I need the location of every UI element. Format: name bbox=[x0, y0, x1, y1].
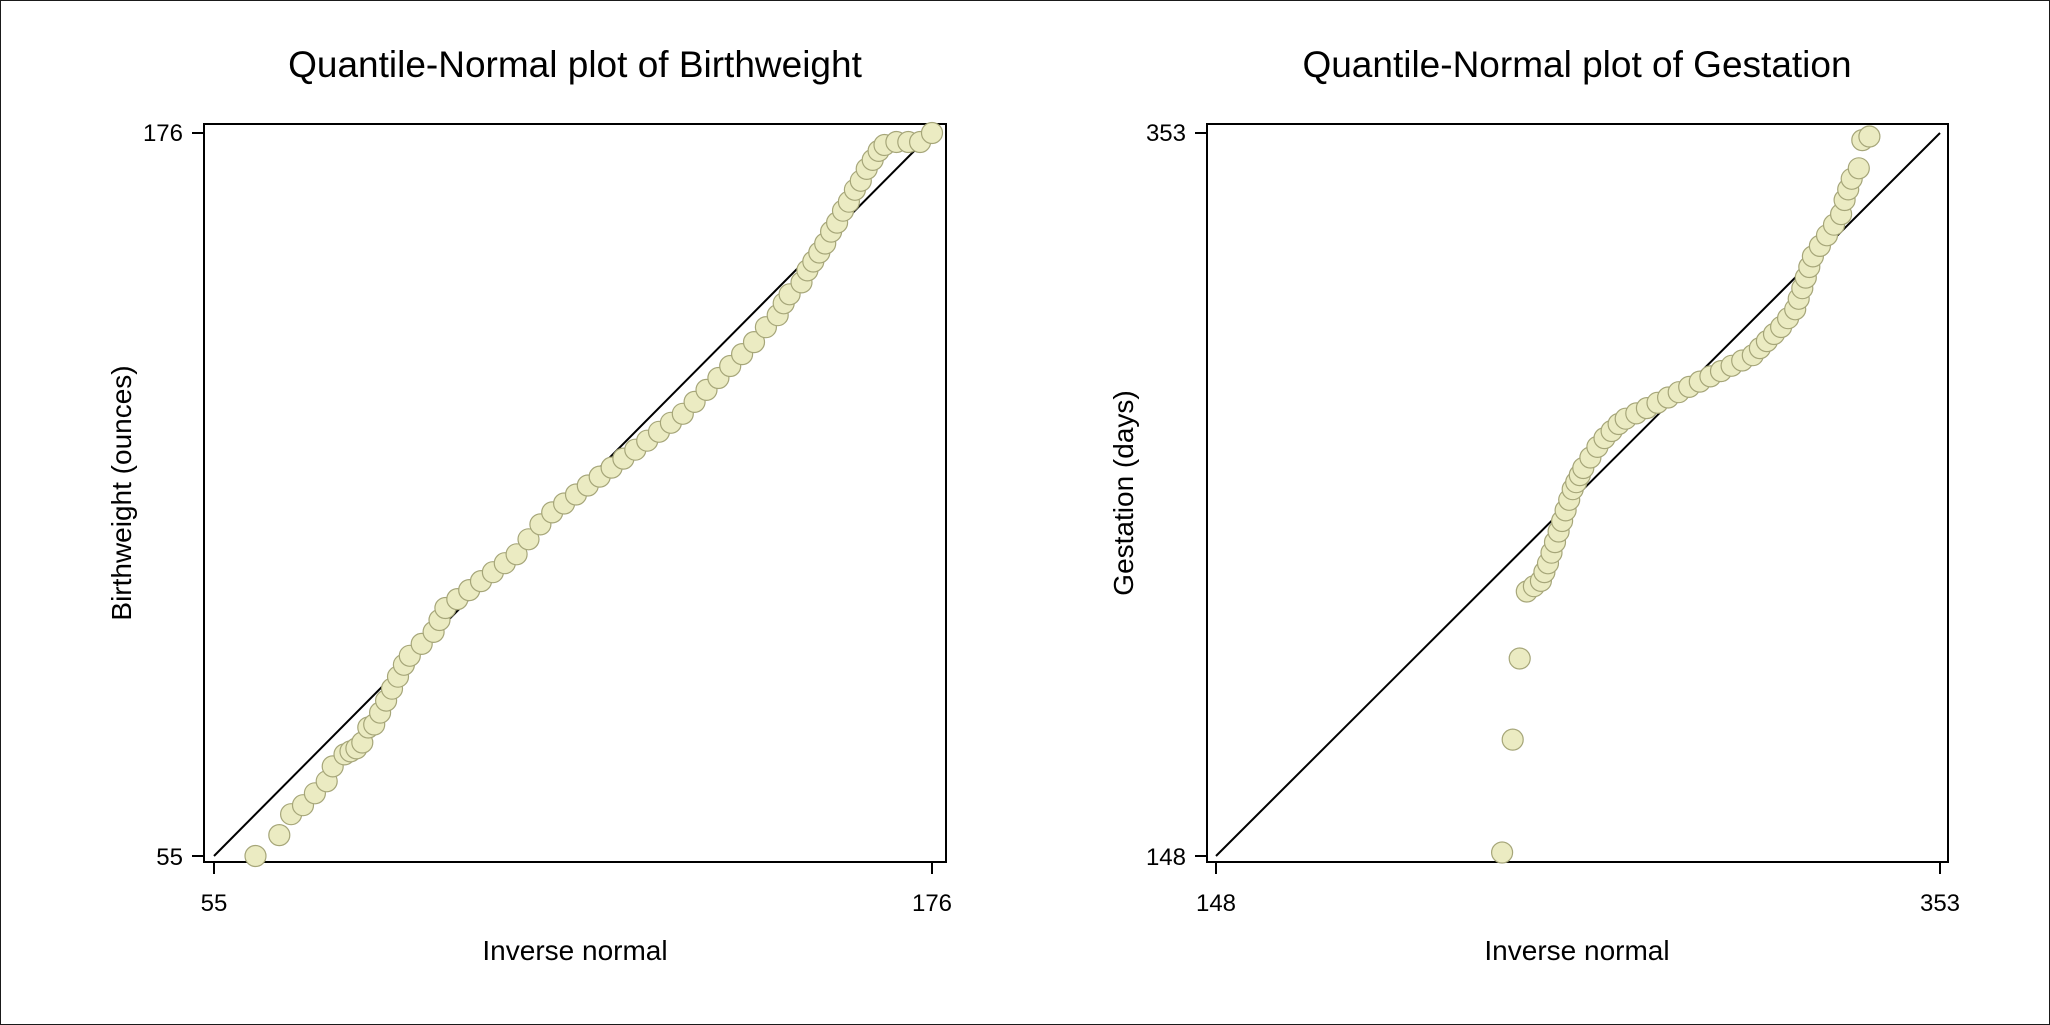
scatter-point bbox=[517, 528, 540, 551]
x-tick-label-max: 353 bbox=[1920, 890, 1960, 917]
x-tick-label-min: 148 bbox=[1196, 890, 1236, 917]
scatter-point bbox=[505, 543, 528, 566]
x-tick-label-min: 55 bbox=[201, 890, 228, 917]
panel-gestation: Quantile-Normal plot of Gestation 353 14… bbox=[1108, 44, 1960, 966]
scatter-point bbox=[920, 121, 944, 145]
panel-birthweight: Quantile-Normal plot of Birthweight 176 … bbox=[106, 44, 952, 966]
scatter-point bbox=[1847, 157, 1870, 180]
scatter-point bbox=[1858, 125, 1881, 148]
chart-title-birthweight: Quantile-Normal plot of Birthweight bbox=[288, 44, 862, 85]
y-tick-label-min: 55 bbox=[156, 844, 183, 871]
scatter-point bbox=[244, 844, 267, 868]
x-axis-label-gestation: Inverse normal bbox=[1484, 935, 1669, 966]
y-tick-label-min: 148 bbox=[1146, 844, 1186, 871]
x-tick-label-max: 176 bbox=[912, 890, 952, 917]
chart-title-gestation: Quantile-Normal plot of Gestation bbox=[1302, 44, 1851, 85]
scatter-point bbox=[742, 331, 766, 354]
scatter-point bbox=[1490, 841, 1514, 864]
scatter-point bbox=[268, 823, 291, 847]
y-tick-label-max: 353 bbox=[1146, 120, 1186, 147]
x-axis-label-birthweight: Inverse normal bbox=[482, 935, 667, 966]
scatter-point bbox=[1501, 728, 1524, 751]
points-birthweight bbox=[244, 121, 944, 868]
y-axis-label-gestation: Gestation (days) bbox=[1108, 390, 1139, 595]
y-tick-label-max: 176 bbox=[143, 120, 183, 147]
points-gestation bbox=[1490, 125, 1881, 864]
y-axis-label-birthweight: Birthweight (ounces) bbox=[106, 365, 137, 620]
scatter-point bbox=[1508, 647, 1531, 670]
